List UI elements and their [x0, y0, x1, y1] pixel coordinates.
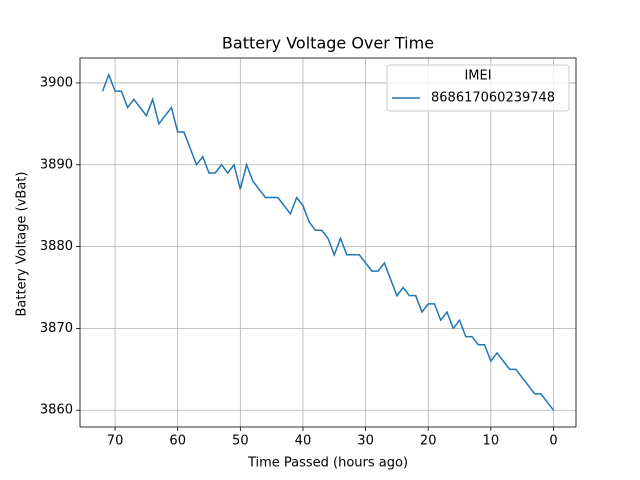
y-tick-label: 3870: [40, 321, 73, 336]
x-tick-label: 50: [232, 434, 249, 449]
legend-title: IMEI: [464, 69, 491, 84]
x-tick-label: 40: [295, 434, 312, 449]
legend-label: 868617060239748: [431, 91, 555, 106]
y-axis-label: Battery Voltage (vBat): [15, 172, 30, 317]
y-tick-label: 3880: [40, 239, 73, 254]
x-tick-label: 10: [483, 434, 500, 449]
y-tick-label: 3900: [40, 75, 73, 90]
y-tick-label: 3860: [40, 403, 73, 418]
x-tick-label: 20: [420, 434, 437, 449]
plot-frame: [79, 57, 577, 428]
legend-box: [386, 64, 570, 112]
x-tick-label: 60: [169, 434, 186, 449]
y-tick-label: 3890: [40, 157, 73, 172]
chart-title: Battery Voltage Over Time: [222, 34, 434, 53]
x-tick-label: 0: [549, 434, 557, 449]
x-tick-label: 30: [357, 434, 374, 449]
x-axis-label: Time Passed (hours ago): [247, 456, 408, 471]
x-tick-label: 70: [107, 434, 124, 449]
data-line: [101, 72, 555, 411]
